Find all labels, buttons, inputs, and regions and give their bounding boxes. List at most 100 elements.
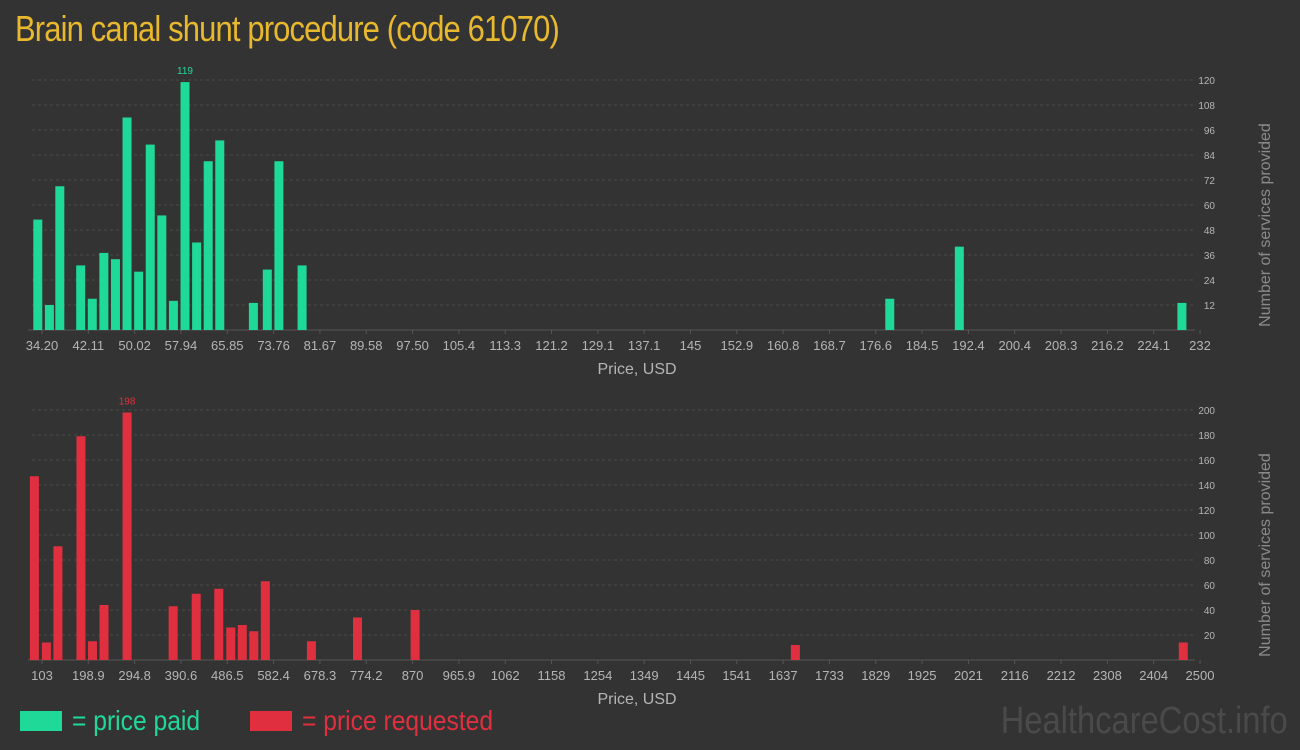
x-tick-label: 1925 — [908, 668, 937, 683]
peak-value-label: 198 — [119, 397, 136, 408]
y-axis-title: Number of services provided — [1257, 123, 1274, 327]
x-tick-label: 152.9 — [721, 338, 754, 353]
bar — [122, 117, 132, 330]
x-tick-label: 184.5 — [906, 338, 939, 353]
y-tick-label: 140 — [1198, 481, 1215, 492]
y-tick-label: 40 — [1204, 606, 1216, 617]
x-tick-label: 2308 — [1093, 668, 1122, 683]
y-tick-label: 160 — [1198, 456, 1215, 467]
bar — [53, 546, 63, 660]
bar — [122, 412, 132, 660]
legend-paid-swatch — [20, 711, 62, 731]
price-paid-chart: 12 24 36 48 60 72 84 96 108 120 34.20 42.11 50.02 57.… — [26, 66, 1274, 378]
legend-requested: = price requested — [250, 705, 519, 737]
bar — [87, 298, 97, 330]
bar — [99, 252, 109, 330]
x-tick-label: 1254 — [583, 668, 612, 683]
x-tick-label: 486.5 — [211, 668, 244, 683]
x-tick-label: 103 — [31, 668, 53, 683]
bar — [260, 581, 270, 660]
x-tick-label: 224.1 — [1137, 338, 1170, 353]
x-tick-label: 232 — [1189, 338, 1211, 353]
bar — [262, 269, 272, 330]
bar — [214, 588, 224, 660]
bar — [44, 305, 54, 330]
x-tick-label: 390.6 — [165, 668, 198, 683]
bar — [76, 265, 86, 330]
x-tick-label: 192.4 — [952, 338, 985, 353]
x-tick-label: 145 — [680, 338, 702, 353]
bar — [76, 436, 86, 660]
y-tick-label: 120 — [1198, 506, 1215, 517]
x-axis-title: Price, USD — [597, 691, 676, 708]
x-tick-label: 2021 — [954, 668, 983, 683]
bar — [1178, 642, 1188, 660]
watermark: HealthcareCost.info — [1000, 700, 1288, 742]
bar — [215, 140, 225, 330]
bar — [306, 641, 316, 660]
y-axis-title: Number of services provided — [1257, 453, 1274, 657]
y-tick-label: 84 — [1204, 151, 1216, 162]
x-tick-label: 176.6 — [859, 338, 892, 353]
y-tick-label: 72 — [1204, 176, 1216, 187]
bar — [954, 246, 964, 330]
x-tick-label: 965.9 — [443, 668, 476, 683]
page-title: Brain canal shunt procedure (code 61070) — [15, 8, 560, 49]
x-tick-label: 89.58 — [350, 338, 383, 353]
x-tick-label: 97.50 — [396, 338, 429, 353]
x-tick-label: 1062 — [491, 668, 520, 683]
y-tick-label: 60 — [1204, 201, 1216, 212]
bar — [203, 161, 213, 330]
x-tick-label: 65.85 — [211, 338, 244, 353]
x-tick-label: 105.4 — [443, 338, 476, 353]
bar — [145, 144, 155, 330]
legend-requested-swatch — [250, 711, 292, 731]
x-tick-label: 208.3 — [1045, 338, 1078, 353]
x-tick-label: 1349 — [630, 668, 659, 683]
bar — [110, 259, 120, 330]
x-tick-label: 42.11 — [73, 338, 105, 353]
legend-paid: = price paid — [20, 705, 218, 737]
y-tick-label: 180 — [1198, 431, 1215, 442]
bar — [237, 625, 247, 660]
x-tick-label: 1445 — [676, 668, 705, 683]
x-tick-label: 678.3 — [304, 668, 337, 683]
x-tick-label: 2212 — [1047, 668, 1076, 683]
legend-paid-label: = price paid — [72, 705, 201, 736]
x-tick-label: 774.2 — [350, 668, 383, 683]
y-tick-label: 60 — [1204, 581, 1216, 592]
bar — [353, 617, 363, 660]
y-tick-label: 96 — [1204, 126, 1216, 137]
y-tick-label: 80 — [1204, 556, 1216, 567]
bar — [191, 593, 201, 660]
bar — [134, 271, 144, 330]
x-tick-label: 198.9 — [72, 668, 105, 683]
bar — [249, 631, 259, 660]
y-tick-label: 24 — [1204, 276, 1216, 287]
y-tick-label: 12 — [1204, 301, 1216, 312]
x-tick-label: 870 — [402, 668, 424, 683]
x-tick-label: 1541 — [722, 668, 751, 683]
bar — [790, 645, 800, 660]
x-tick-label: 137.1 — [628, 338, 661, 353]
x-tick-label: 2404 — [1139, 668, 1168, 683]
bar — [157, 215, 167, 330]
legend-requested-label: = price requested — [302, 705, 494, 736]
x-tick-label: 1733 — [815, 668, 844, 683]
x-tick-label: 160.8 — [767, 338, 800, 353]
x-tick-label: 57.94 — [165, 338, 198, 353]
bar — [410, 610, 420, 660]
x-tick-label: 50.02 — [118, 338, 151, 353]
x-axis-title: Price, USD — [597, 361, 676, 378]
x-tick-label: 1829 — [861, 668, 890, 683]
x-tick-label: 113.3 — [489, 338, 521, 353]
bar — [87, 641, 97, 660]
x-tick-label: 121.2 — [535, 338, 568, 353]
bar — [168, 300, 178, 330]
bar — [41, 642, 51, 660]
x-tick-label: 168.7 — [813, 338, 846, 353]
x-tick-label: 200.4 — [998, 338, 1031, 353]
y-tick-label: 36 — [1204, 251, 1216, 262]
bar — [180, 82, 190, 330]
x-tick-label: 2500 — [1186, 668, 1215, 683]
